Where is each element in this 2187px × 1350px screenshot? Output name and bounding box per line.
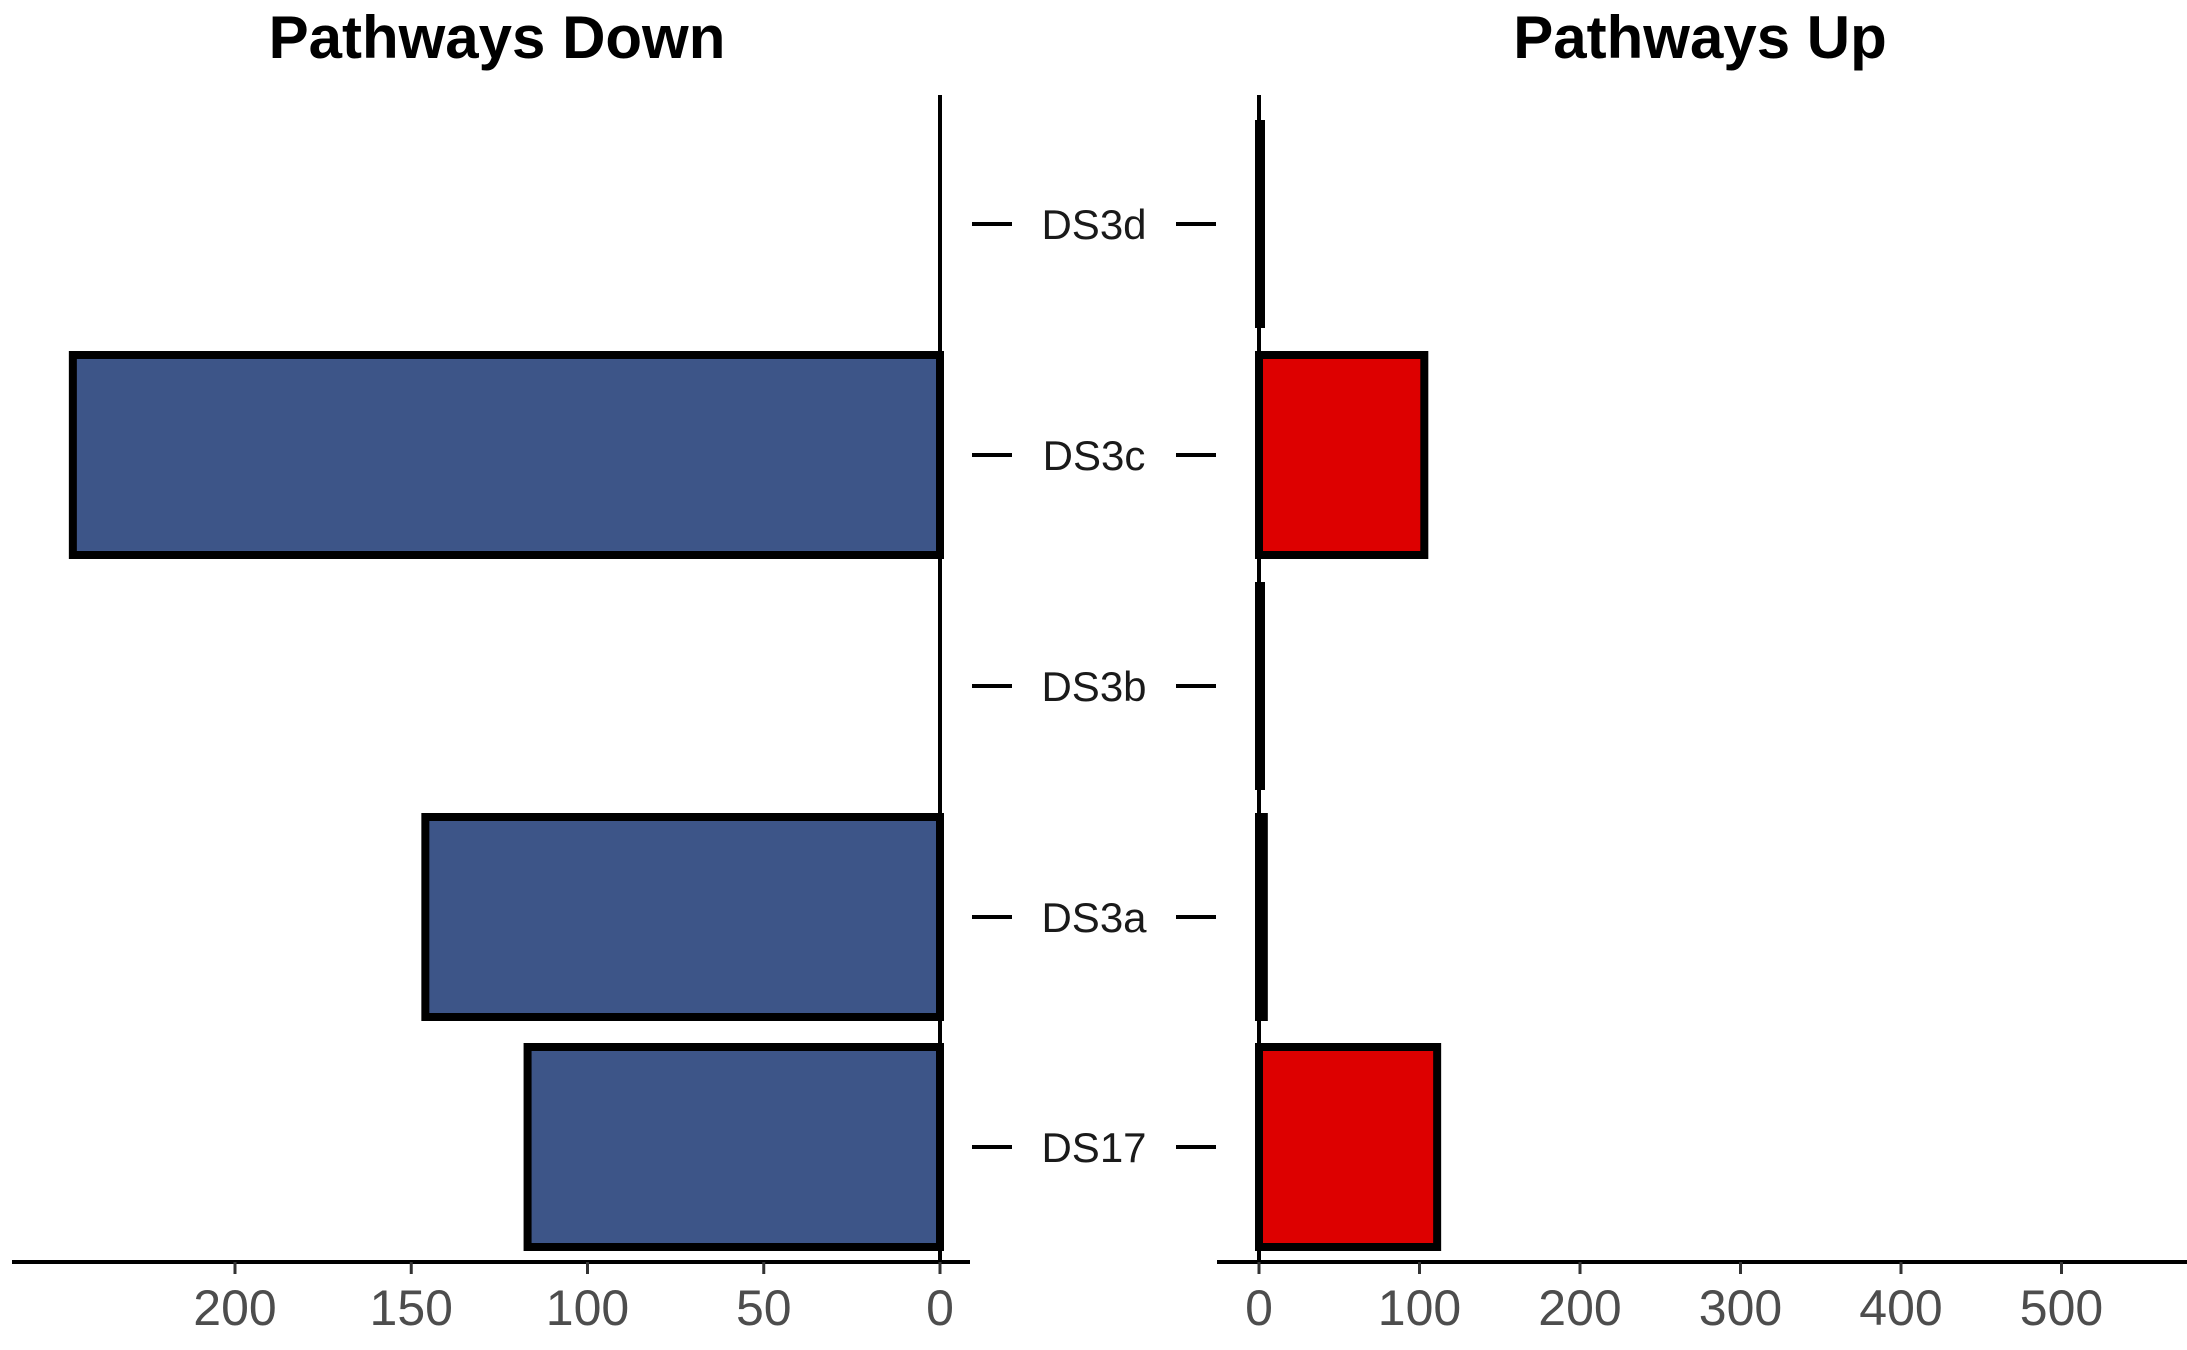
up-x-tick-label: 200: [1538, 1280, 1621, 1336]
up-x-tick-label: 300: [1699, 1280, 1782, 1336]
up-x-tick-label: 500: [2020, 1280, 2103, 1336]
category-label-ds3d: DS3d: [1041, 201, 1146, 248]
down-bar-ds3c: [68, 351, 945, 559]
category-labels: DS3d DS3c DS3b DS3a DS17: [972, 201, 1216, 1171]
pathways-up-bars: [1255, 120, 1442, 1251]
down-x-tick-label: 150: [370, 1280, 453, 1336]
category-label-ds3a: DS3a: [1041, 894, 1147, 941]
category-label-ds3c: DS3c: [1043, 432, 1146, 479]
pathways-up-panel: Pathways Up 0 100 200 300 400 500: [1217, 4, 2187, 1336]
category-label-ds3b: DS3b: [1041, 663, 1146, 710]
pathways-down-title: Pathways Down: [269, 4, 726, 71]
up-x-tick-label: 100: [1378, 1280, 1461, 1336]
pathways-down-x-ticks: 200 150 100 50 0: [193, 1262, 954, 1336]
up-bar-ds3c: [1255, 351, 1429, 559]
down-x-tick-label: 0: [926, 1280, 954, 1336]
down-bar-ds17: [523, 1043, 944, 1251]
down-x-tick-label: 200: [193, 1280, 276, 1336]
down-bar-ds3a: [421, 813, 945, 1021]
pathways-down-bars: [68, 351, 945, 1251]
pathways-down-panel: Pathways Down 200 150 100 50 0: [12, 4, 970, 1336]
down-x-tick-label: 100: [546, 1280, 629, 1336]
down-x-tick-label: 50: [736, 1280, 792, 1336]
pathways-up-x-ticks: 0 100 200 300 400 500: [1245, 1262, 2103, 1336]
up-x-tick-label: 0: [1245, 1280, 1273, 1336]
up-x-tick-label: 400: [1859, 1280, 1942, 1336]
up-bar-ds17: [1255, 1043, 1442, 1251]
category-label-ds17: DS17: [1041, 1124, 1146, 1171]
pathways-up-title: Pathways Up: [1513, 4, 1886, 71]
